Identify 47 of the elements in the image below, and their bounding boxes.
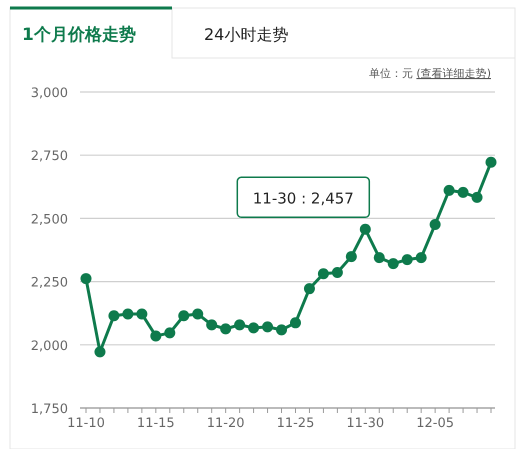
point: [206, 319, 218, 330]
y-tick-label: 2,250: [30, 276, 68, 291]
point: [276, 324, 288, 336]
point: [122, 308, 134, 320]
point: [150, 330, 162, 342]
point: [388, 258, 399, 270]
x-tick-label: 11-15: [136, 416, 175, 431]
point: [164, 327, 176, 338]
x-tick-label: 11-20: [206, 416, 245, 431]
point: [136, 308, 148, 320]
chart-title: 1个月价格走势: [22, 25, 136, 45]
point: [220, 323, 232, 334]
annotation: 11-30 : 2,457: [252, 189, 354, 208]
point: [458, 186, 469, 198]
point: [346, 251, 357, 262]
text: 单位：元: [368, 67, 416, 80]
point: [360, 224, 371, 235]
point: [178, 310, 190, 322]
y-tick-label: 1,750: [30, 402, 68, 417]
point: [430, 218, 441, 230]
point: [80, 273, 92, 284]
x-tick-label: 11-25: [276, 416, 314, 431]
point: [472, 192, 483, 203]
point: [332, 267, 343, 278]
point: [234, 319, 246, 330]
y-tick-label: 2,750: [30, 149, 68, 164]
point: [94, 346, 106, 358]
x-tick-label: 11-10: [67, 416, 105, 431]
point: [290, 317, 301, 328]
point: [486, 156, 496, 168]
point: [402, 254, 413, 266]
x-tick-label: 12-05: [416, 416, 454, 431]
text: (查看详细走势): [416, 67, 491, 80]
y-tick-label: 2,000: [30, 338, 68, 354]
x-tick-label: 11-30: [346, 416, 384, 431]
point: [304, 283, 315, 294]
point: [248, 322, 260, 334]
point: [318, 268, 329, 280]
point: [374, 252, 385, 264]
point: [108, 310, 120, 322]
point: [444, 184, 455, 196]
point: [262, 321, 274, 332]
point: [416, 252, 427, 264]
point: [192, 308, 204, 320]
y-tick-label: 2,500: [30, 212, 68, 228]
text: 24小时走势: [204, 25, 288, 44]
y-tick-label: 3,000: [30, 86, 68, 101]
